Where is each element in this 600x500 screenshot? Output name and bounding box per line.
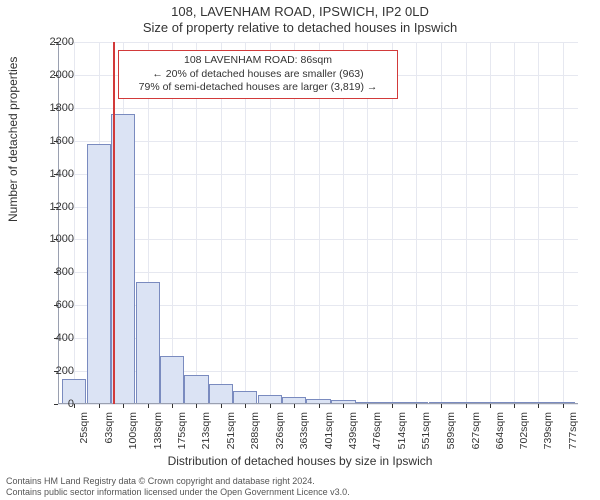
footer-attribution: Contains HM Land Registry data © Crown c… <box>6 476 350 498</box>
x-tick-mark <box>99 404 100 408</box>
x-tick-label: 589sqm <box>445 412 457 456</box>
x-tick-label: 251sqm <box>225 412 237 456</box>
histogram-bar <box>184 375 208 404</box>
x-tick-mark <box>74 404 75 408</box>
x-tick-label: 777sqm <box>567 412 579 456</box>
title-block: 108, LAVENHAM ROAD, IPSWICH, IP2 0LD Siz… <box>0 0 600 35</box>
y-tick-label: 200 <box>34 365 74 377</box>
y-axis-label: Number of detached properties <box>6 57 20 222</box>
y-tick-label: 2200 <box>34 36 74 48</box>
x-tick-mark <box>123 404 124 408</box>
x-tick-label: 25sqm <box>78 412 90 456</box>
x-tick-mark <box>538 404 539 408</box>
x-axis-line <box>58 403 578 404</box>
x-tick-mark <box>343 404 344 408</box>
x-tick-label: 401sqm <box>323 412 335 456</box>
x-tick-mark <box>319 404 320 408</box>
x-tick-label: 326sqm <box>274 412 286 456</box>
y-axis-line <box>58 42 59 404</box>
title-line-2: Size of property relative to detached ho… <box>0 20 600 35</box>
x-tick-label: 363sqm <box>298 412 310 456</box>
y-tick-label: 800 <box>34 266 74 278</box>
x-tick-label: 100sqm <box>127 412 139 456</box>
gridline-vertical <box>466 42 467 404</box>
x-tick-mark <box>441 404 442 408</box>
x-tick-mark <box>196 404 197 408</box>
x-tick-mark <box>172 404 173 408</box>
y-tick-label: 400 <box>34 332 74 344</box>
annotation-line-1: 108 LAVENHAM ROAD: 86sqm <box>125 54 391 68</box>
gridline-vertical <box>416 42 417 404</box>
x-tick-mark <box>392 404 393 408</box>
annotation-box: 108 LAVENHAM ROAD: 86sqm← 20% of detache… <box>118 50 398 99</box>
x-tick-label: 739sqm <box>542 412 554 456</box>
y-tick-label: 1200 <box>34 201 74 213</box>
y-tick-label: 1600 <box>34 135 74 147</box>
gridline-vertical <box>538 42 539 404</box>
footer-line-2: Contains public sector information licen… <box>6 487 350 498</box>
x-tick-mark <box>148 404 149 408</box>
x-tick-label: 175sqm <box>176 412 188 456</box>
x-tick-label: 138sqm <box>152 412 164 456</box>
x-tick-mark <box>294 404 295 408</box>
title-line-1: 108, LAVENHAM ROAD, IPSWICH, IP2 0LD <box>0 4 600 19</box>
x-tick-label: 551sqm <box>420 412 432 456</box>
x-tick-mark <box>416 404 417 408</box>
x-tick-label: 213sqm <box>200 412 212 456</box>
histogram-bar <box>87 144 111 404</box>
x-tick-mark <box>221 404 222 408</box>
y-tick-label: 0 <box>34 398 74 410</box>
x-tick-label: 627sqm <box>470 412 482 456</box>
gridline-vertical <box>563 42 564 404</box>
annotation-line-3: 79% of semi-detached houses are larger (… <box>125 81 391 95</box>
x-tick-mark <box>563 404 564 408</box>
x-tick-label: 514sqm <box>396 412 408 456</box>
x-tick-mark <box>466 404 467 408</box>
gridline-vertical <box>490 42 491 404</box>
x-tick-label: 664sqm <box>494 412 506 456</box>
gridline-vertical <box>514 42 515 404</box>
y-tick-label: 1800 <box>34 102 74 114</box>
x-tick-label: 439sqm <box>347 412 359 456</box>
x-tick-mark <box>245 404 246 408</box>
histogram-bar <box>136 282 160 404</box>
x-tick-label: 63sqm <box>103 412 115 456</box>
x-tick-mark <box>270 404 271 408</box>
x-tick-label: 476sqm <box>371 412 383 456</box>
x-tick-label: 288sqm <box>249 412 261 456</box>
histogram-bar <box>209 384 233 404</box>
x-tick-mark <box>514 404 515 408</box>
gridline-vertical <box>441 42 442 404</box>
annotation-line-2: ← 20% of detached houses are smaller (96… <box>125 68 391 82</box>
chart-container: 108, LAVENHAM ROAD, IPSWICH, IP2 0LD Siz… <box>0 0 600 500</box>
y-tick-label: 1400 <box>34 168 74 180</box>
plot-area: 25sqm63sqm100sqm138sqm175sqm213sqm251sqm… <box>58 42 578 404</box>
x-tick-mark <box>367 404 368 408</box>
y-tick-label: 2000 <box>34 69 74 81</box>
x-axis-label: Distribution of detached houses by size … <box>0 454 600 468</box>
x-tick-mark <box>490 404 491 408</box>
y-tick-label: 600 <box>34 299 74 311</box>
x-tick-label: 702sqm <box>518 412 530 456</box>
gridline-vertical <box>74 42 75 404</box>
histogram-bar <box>160 356 184 404</box>
property-marker-line <box>113 42 115 404</box>
y-tick-label: 1000 <box>34 233 74 245</box>
footer-line-1: Contains HM Land Registry data © Crown c… <box>6 476 350 487</box>
